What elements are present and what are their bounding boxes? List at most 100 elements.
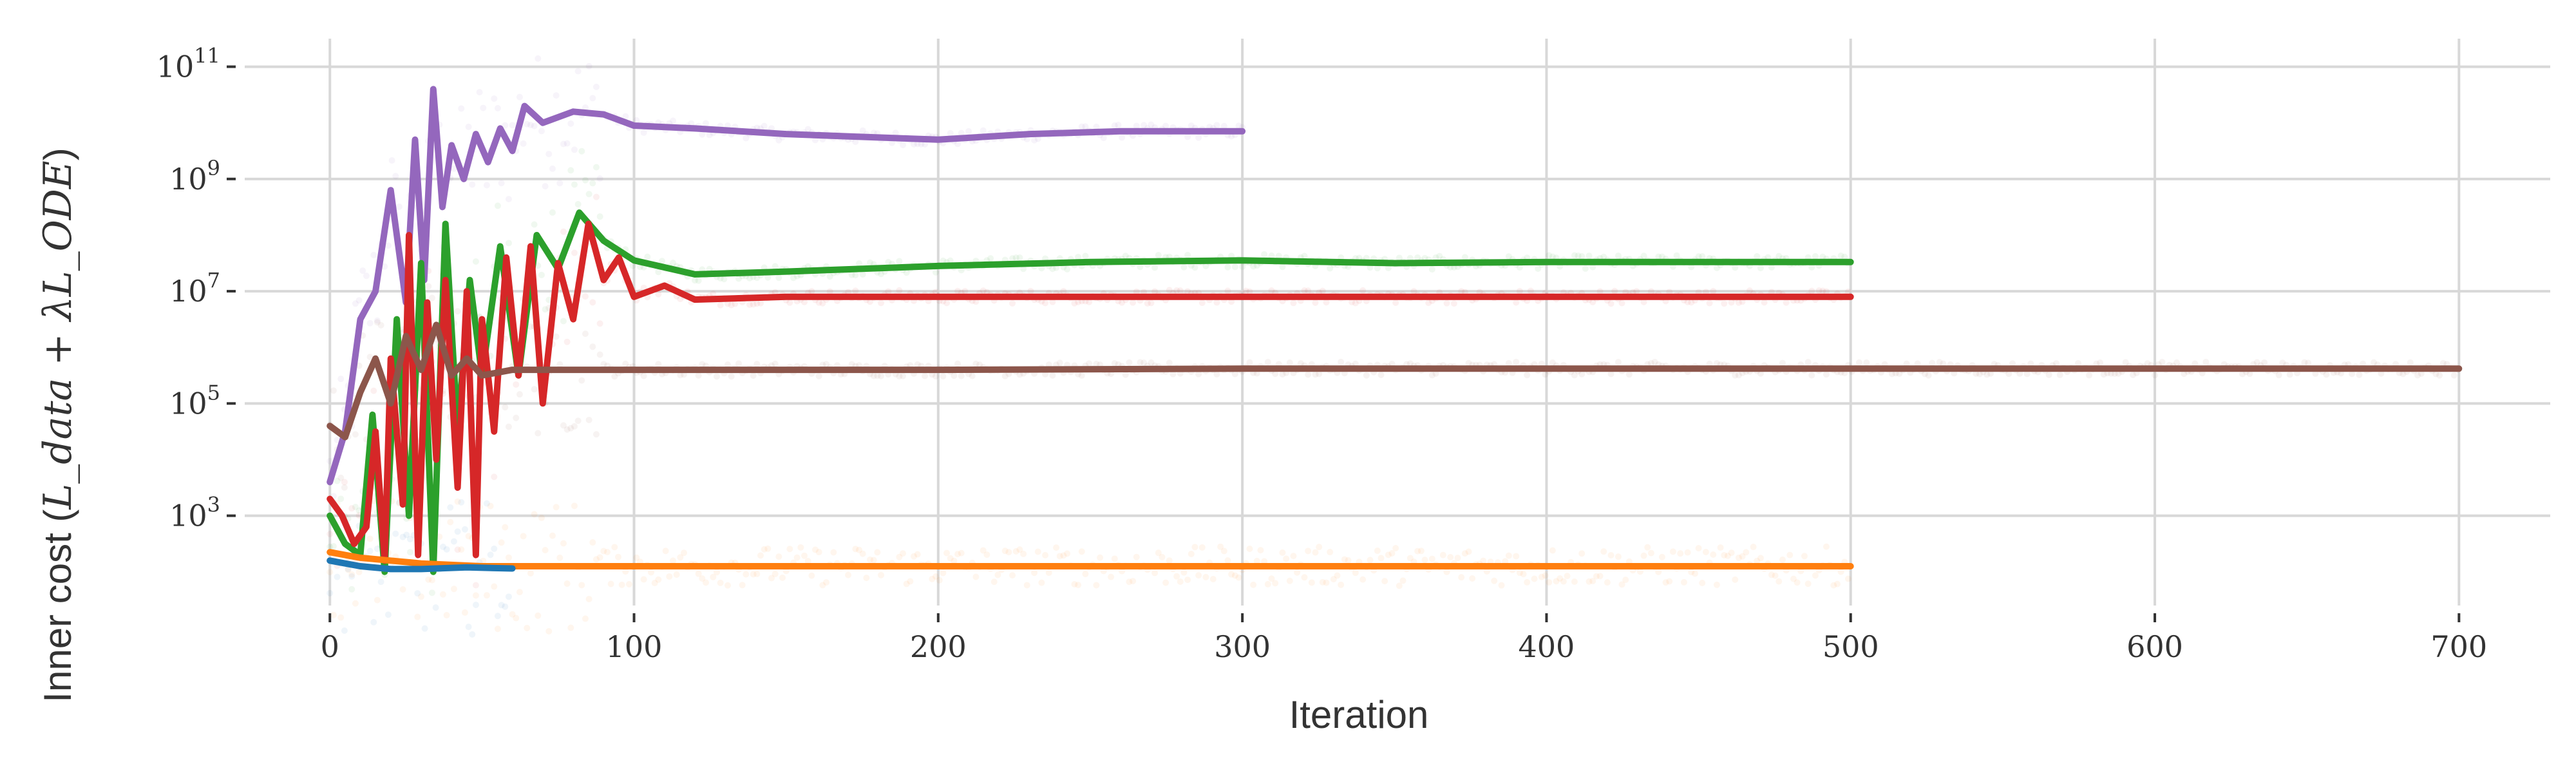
sample-point: [1305, 548, 1312, 555]
sample-point: [1071, 300, 1078, 307]
sample-point: [589, 539, 596, 546]
sample-point: [1757, 370, 1764, 377]
sample-point: [662, 548, 669, 555]
sample-point: [611, 544, 618, 551]
sample-point: [348, 586, 355, 593]
sample-point: [535, 430, 542, 437]
sample-point: [596, 320, 603, 327]
sample-point: [691, 277, 698, 284]
sample-point: [614, 553, 621, 560]
sample-point: [1093, 123, 1100, 130]
sample-point: [505, 593, 512, 600]
sample-point: [524, 624, 531, 631]
sample-point: [1815, 287, 1823, 294]
sample-point: [1268, 287, 1275, 294]
sample-point: [1042, 370, 1049, 377]
sample-point: [1137, 263, 1144, 271]
sample-point: [450, 538, 457, 545]
sample-point: [867, 259, 874, 266]
sample-point: [859, 127, 866, 134]
sample-point: [2056, 371, 2063, 378]
sample-point: [513, 414, 520, 421]
sample-point: [524, 120, 531, 128]
sample-point: [1166, 359, 1173, 367]
sample-point: [454, 546, 461, 553]
sample-point: [1658, 253, 1665, 260]
sample-point: [553, 504, 560, 511]
sample-point: [1524, 578, 1531, 586]
sample-point: [2115, 370, 2122, 377]
sample-point: [896, 287, 903, 294]
sample-point: [1833, 580, 1841, 587]
sample-point: [1732, 576, 1739, 583]
sample-point: [2086, 372, 2092, 379]
sample-point: [1706, 300, 1713, 307]
sample-point: [502, 404, 509, 411]
sample-point: [1406, 254, 1414, 262]
sample-point: [1647, 288, 1654, 295]
sample-point: [1119, 134, 1126, 141]
sample-point: [1680, 578, 1687, 586]
sample-point: [600, 548, 607, 555]
sample-point: [793, 554, 800, 561]
scatter-cloud: [327, 55, 2461, 638]
sample-point: [1823, 288, 1830, 295]
sample-point: [469, 181, 476, 188]
sample-point: [327, 457, 334, 464]
sample-point: [1001, 372, 1009, 379]
sample-point: [1086, 298, 1093, 305]
sample-point: [1396, 582, 1403, 589]
sample-point: [1549, 253, 1556, 260]
sample-point: [1743, 549, 1750, 556]
sample-point: [1338, 581, 1345, 588]
sample-point: [2439, 359, 2447, 367]
sample-point: [1600, 253, 1607, 260]
sample-point: [370, 618, 377, 625]
sample-point: [815, 299, 822, 306]
sample-point: [743, 571, 750, 578]
sample-point: [443, 546, 450, 553]
sample-point: [1855, 359, 1862, 366]
sample-point: [469, 631, 476, 638]
sample-point: [502, 122, 509, 129]
sample-point: [878, 571, 885, 578]
sample-point: [1779, 556, 1786, 563]
sample-point: [461, 526, 468, 533]
sample-point: [1790, 575, 1797, 582]
sample-point: [571, 502, 578, 510]
sample-point: [1406, 555, 1414, 562]
sample-point: [538, 128, 545, 135]
sample-point: [1936, 359, 1943, 366]
sample-point: [1012, 548, 1019, 555]
y-axis-title-suffix: ): [36, 148, 79, 160]
sample-point: [1428, 266, 1435, 273]
sample-point: [374, 596, 381, 604]
sample-point: [1235, 122, 1242, 129]
sample-point: [1688, 569, 1695, 576]
sample-point: [1713, 581, 1720, 588]
sample-point: [1439, 551, 1446, 558]
sample-point: [607, 580, 614, 587]
sample-point: [1925, 372, 1932, 379]
sample-point: [1027, 287, 1034, 294]
sample-point: [465, 533, 472, 540]
sample-point: [1691, 570, 1698, 577]
sample-point: [735, 275, 743, 282]
sample-point: [1294, 569, 1301, 576]
sample-point: [1586, 253, 1593, 260]
sample-point: [1618, 581, 1625, 588]
sample-point: [406, 549, 413, 556]
sample-point: [1589, 298, 1596, 305]
sample-point: [1702, 289, 1709, 296]
sample-point: [1688, 299, 1695, 306]
sample-point: [1513, 358, 1520, 365]
sample-point: [399, 586, 406, 593]
sample-point: [878, 372, 885, 379]
sample-point: [823, 361, 830, 368]
sample-point: [578, 148, 585, 155]
sample-point: [1520, 571, 1527, 578]
sample-point: [513, 615, 520, 622]
sample-point: [1973, 370, 1980, 377]
sample-point: [1739, 553, 1746, 560]
